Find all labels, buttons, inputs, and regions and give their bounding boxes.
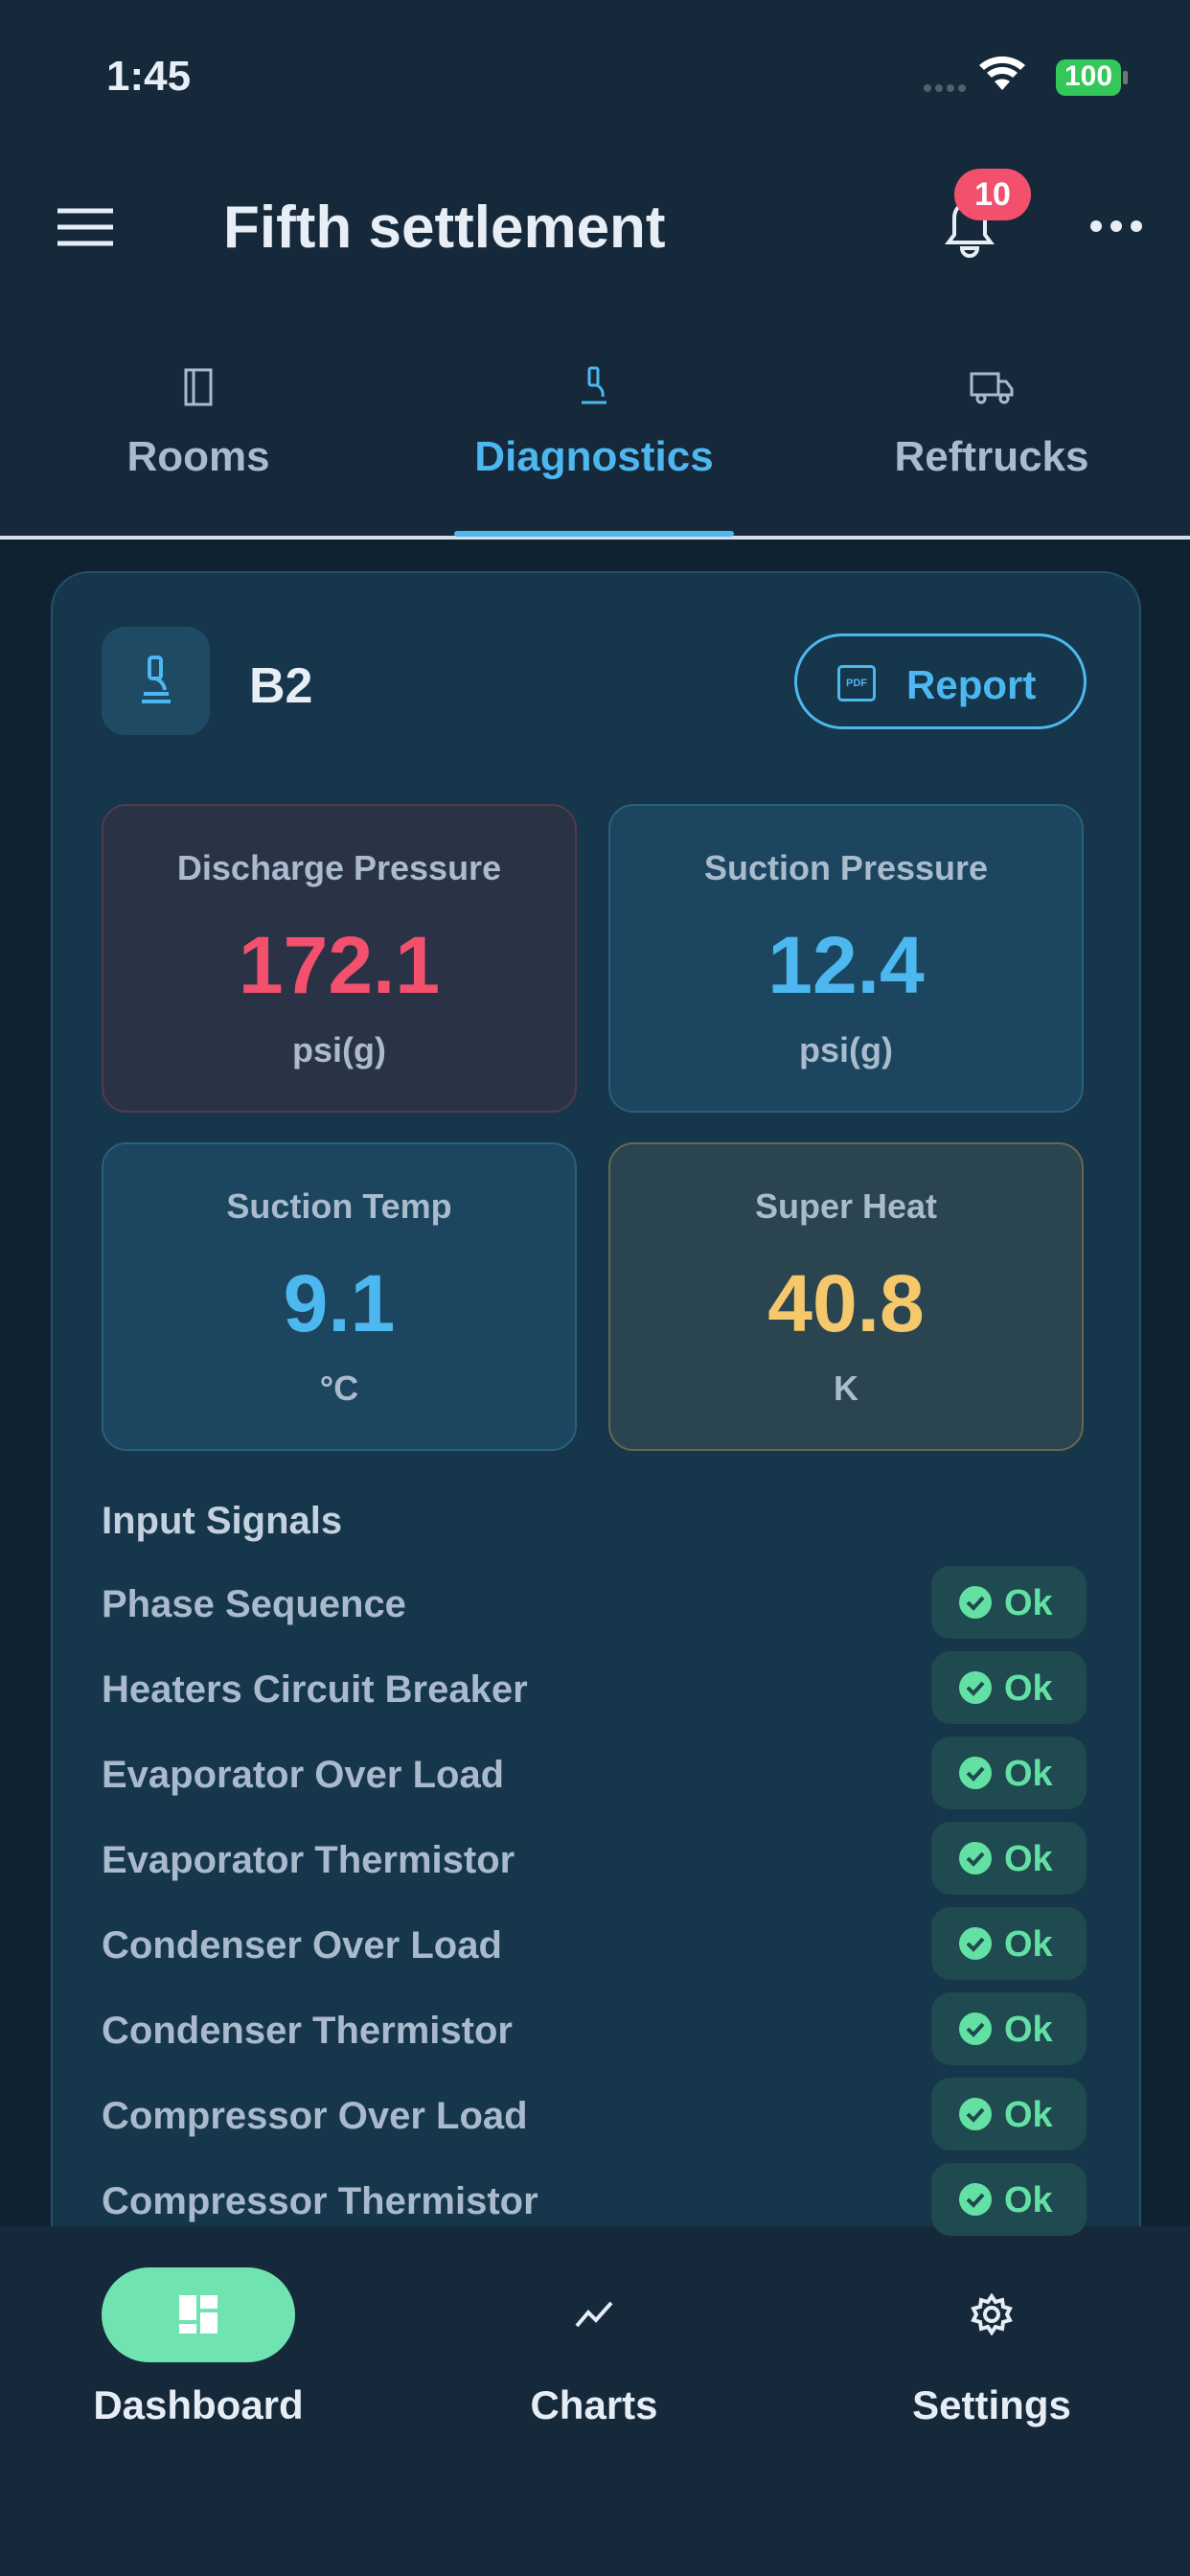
metric-tile: Suction Pressure 12.4 psi(g) (608, 804, 1084, 1113)
signal-row: Phase Sequence Ok (102, 1566, 1087, 1639)
tab-icon (968, 364, 1016, 410)
signal-status-text: Ok (1004, 1839, 1053, 1879)
signal-name: Evaporator Over Load (102, 1754, 505, 1796)
signal-status-text: Ok (1004, 2095, 1053, 2135)
signal-status: Ok (931, 2078, 1087, 2150)
nav-item[interactable]: Dashboard (93, 2382, 304, 2427)
metric-unit: psi(g) (292, 1030, 386, 1070)
signal-name: Compressor Thermistor (102, 2180, 538, 2222)
signal-status-text: Ok (1004, 1583, 1053, 1623)
menu-button[interactable] (57, 207, 115, 247)
nav-icon (971, 2292, 1013, 2336)
tab[interactable]: Diagnostics (474, 433, 714, 480)
metric-label: Super Heat (754, 1186, 938, 1226)
signal-name: Condenser Over Load (102, 1924, 502, 1966)
metric-unit: °C (319, 1368, 359, 1408)
signal-name: Evaporator Thermistor (102, 1839, 515, 1881)
metric-unit: psi(g) (799, 1030, 893, 1070)
nav-active-pill (102, 2267, 295, 2362)
signal-status-text: Ok (1004, 1924, 1053, 1965)
signal-status-text: Ok (1004, 2010, 1053, 2050)
metric-tile: Discharge Pressure 172.1 psi(g) (102, 804, 577, 1113)
time: 1:45 (106, 53, 192, 100)
tab-divider (0, 536, 1190, 540)
signal-status: Ok (931, 1992, 1087, 2065)
more-button[interactable] (1088, 216, 1146, 237)
metric-label: Discharge Pressure (176, 848, 502, 887)
tab[interactable]: Reftrucks (894, 433, 1089, 480)
signal-status: Ok (931, 1651, 1087, 1724)
signal-status-text: Ok (1004, 2180, 1053, 2220)
nav-icon (177, 2293, 219, 2335)
signal-status: Ok (931, 1736, 1087, 1809)
unit-icon (102, 627, 210, 735)
metric-tile: Suction Temp 9.1 °C (102, 1142, 577, 1451)
signal-name: Phase Sequence (102, 1583, 406, 1625)
metric-value: 12.4 (767, 920, 925, 1010)
battery: 100 (1064, 60, 1112, 92)
signal-row: Evaporator Thermistor Ok (102, 1822, 1087, 1895)
nav-icon (573, 2293, 615, 2335)
pdf-icon: PDF (837, 665, 876, 702)
report-button[interactable]: PDF Report (794, 633, 1087, 729)
report-label: Report (906, 662, 1037, 707)
nav-item[interactable]: Settings (912, 2382, 1071, 2427)
metric-value: 172.1 (238, 920, 441, 1010)
header-bg (0, 0, 1190, 539)
signal-name: Heaters Circuit Breaker (102, 1668, 528, 1711)
signal-status-text: Ok (1004, 1668, 1053, 1709)
signal-status: Ok (931, 1907, 1087, 1980)
nav-item[interactable]: Charts (530, 2382, 658, 2427)
notification-badge: 10 (954, 169, 1031, 220)
metric-label: Suction Pressure (703, 848, 989, 887)
metric-tile: Super Heat 40.8 K (608, 1142, 1084, 1451)
status-icons: 100 (924, 56, 1128, 96)
metric-value: 9.1 (283, 1258, 396, 1348)
signal-row: Condenser Thermistor Ok (102, 1992, 1087, 2065)
signal-row: Evaporator Over Load Ok (102, 1736, 1087, 1809)
signal-row: Heaters Circuit Breaker Ok (102, 1651, 1087, 1724)
signal-status: Ok (931, 2163, 1087, 2236)
unit-name: B2 (249, 658, 313, 714)
tab-indicator (454, 531, 734, 537)
tab[interactable]: Rooms (126, 433, 270, 480)
signals-title: Input Signals (102, 1500, 343, 1542)
page-title: Fifth settlement (223, 195, 666, 261)
metric-label: Suction Temp (226, 1186, 452, 1226)
tab-icon (570, 364, 618, 410)
signal-name: Compressor Over Load (102, 2095, 528, 2137)
signal-row: Compressor Over Load Ok (102, 2078, 1087, 2150)
signal-status-text: Ok (1004, 1754, 1053, 1794)
signal-row: Condenser Over Load Ok (102, 1907, 1087, 1980)
signal-status: Ok (931, 1822, 1087, 1895)
metric-value: 40.8 (767, 1258, 925, 1348)
signal-name: Condenser Thermistor (102, 2010, 513, 2052)
signal-row: Compressor Thermistor Ok (102, 2163, 1087, 2236)
signal-status: Ok (931, 1566, 1087, 1639)
metric-unit: K (834, 1368, 858, 1408)
tab-icon (174, 364, 222, 410)
